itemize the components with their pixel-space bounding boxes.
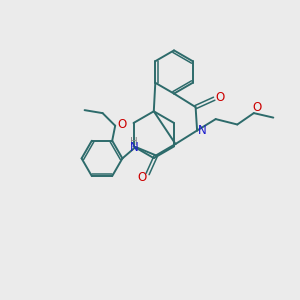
Text: O: O [137,171,146,184]
Text: N: N [130,141,139,154]
Text: O: O [215,91,224,104]
Text: H: H [130,137,138,147]
Text: O: O [252,100,261,114]
Text: O: O [117,118,126,131]
Text: N: N [198,124,207,137]
